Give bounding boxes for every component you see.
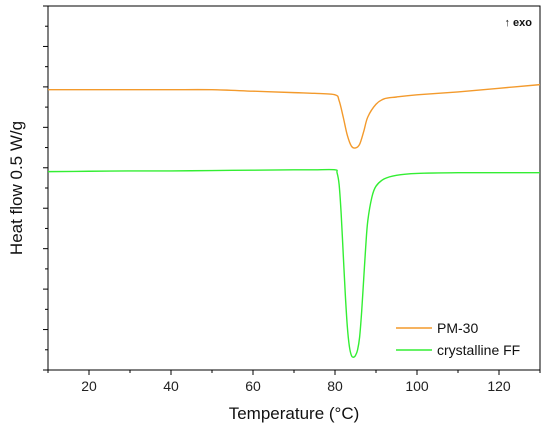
series-lines <box>47 83 541 358</box>
x-tick-label: 120 <box>487 378 511 394</box>
x-tick-label: 100 <box>405 378 429 394</box>
series-line-pm-30 <box>47 83 541 149</box>
x-axis-ticks: 20 40 60 80 100 120 <box>47 370 541 394</box>
y-axis-title: Heat flow 0.5 W/g <box>7 121 26 255</box>
legend-label-pm-30: PM-30 <box>437 320 478 336</box>
x-tick-label: 80 <box>327 378 343 394</box>
plot-frame <box>47 5 541 371</box>
x-axis-title: Temperature (°C) <box>229 404 360 423</box>
x-tick-label: 60 <box>245 378 261 394</box>
y-axis-ticks <box>43 5 48 371</box>
legend: PM-30 crystalline FF <box>396 320 520 358</box>
legend-label-crystalline-ff: crystalline FF <box>437 342 520 358</box>
x-tick-label: 20 <box>81 378 97 394</box>
x-tick-label: 40 <box>163 378 179 394</box>
series-line-crystalline-ff <box>47 168 540 358</box>
exo-annotation: ↑ exo <box>504 17 532 29</box>
